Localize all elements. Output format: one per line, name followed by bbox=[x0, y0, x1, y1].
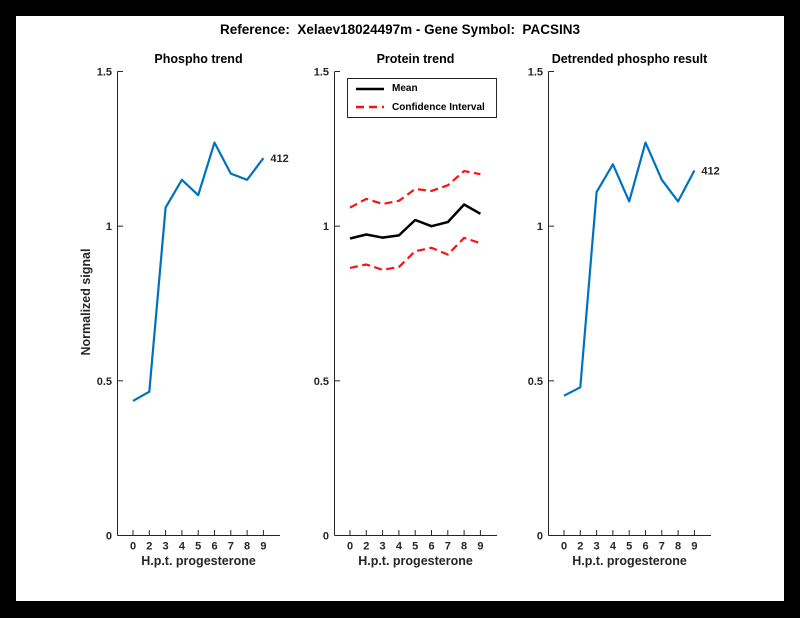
y-tick-label: 1.5 bbox=[528, 67, 543, 79]
x-tick-label: 7 bbox=[228, 541, 234, 553]
subplot2-x-axis-label: H.p.t. progesterone bbox=[358, 554, 473, 568]
x-tick-label: 9 bbox=[691, 541, 697, 553]
x-tick-label: 3 bbox=[380, 541, 386, 553]
x-tick-label: 8 bbox=[675, 541, 681, 553]
series-line bbox=[132, 141, 265, 402]
legend-label-confidence-interval: Confidence Interval bbox=[392, 101, 485, 113]
y-tick-label: 0 bbox=[537, 531, 543, 543]
x-tick-label: 0 bbox=[130, 541, 136, 553]
mean-line-sample bbox=[356, 87, 384, 91]
x-tick-label: 9 bbox=[477, 541, 483, 553]
x-tick-label: 9 bbox=[260, 541, 266, 553]
series-line bbox=[563, 141, 696, 397]
y-axis-label: Normalized signal bbox=[79, 248, 93, 356]
x-tick-label: 7 bbox=[659, 541, 665, 553]
axis-lines bbox=[548, 71, 711, 536]
x-tick-label: 6 bbox=[211, 541, 217, 553]
x-tick-label: 6 bbox=[642, 541, 648, 553]
y-tick-label: 1 bbox=[537, 221, 543, 233]
legend: Mean Confidence Interval bbox=[347, 78, 497, 118]
series-line bbox=[349, 169, 481, 209]
x-tick-label: 8 bbox=[244, 541, 250, 553]
y-tick-label: 1.5 bbox=[314, 67, 329, 79]
x-tick-label: 4 bbox=[396, 541, 403, 553]
legend-item-mean: Mean bbox=[348, 80, 496, 97]
x-tick-label: 5 bbox=[412, 541, 418, 553]
x-tick-label: 3 bbox=[594, 541, 600, 553]
series-line bbox=[349, 203, 482, 240]
y-tick-label: 0.5 bbox=[314, 376, 329, 388]
y-tick-label: 0 bbox=[106, 531, 112, 543]
x-tick-label: 7 bbox=[445, 541, 451, 553]
series-end-label: 412 bbox=[701, 165, 719, 177]
series-line bbox=[349, 236, 481, 271]
x-tick-label: 8 bbox=[461, 541, 467, 553]
subplot1-title: Phospho trend bbox=[154, 52, 243, 66]
confidence-interval-line-sample bbox=[356, 105, 384, 109]
subplot3-x-axis-label: H.p.t. progesterone bbox=[572, 554, 687, 568]
axis-lines bbox=[334, 71, 497, 536]
y-tick-label: 0 bbox=[323, 531, 329, 543]
x-tick-label: 4 bbox=[179, 541, 186, 553]
legend-label-mean: Mean bbox=[392, 83, 418, 95]
subplot3-title: Detrended phospho result bbox=[551, 52, 708, 66]
y-tick-label: 0.5 bbox=[97, 376, 112, 388]
y-tick-label: 1 bbox=[106, 221, 112, 233]
x-tick-label: 3 bbox=[163, 541, 169, 553]
x-tick-label: 4 bbox=[610, 541, 617, 553]
protein-trend-plot: 00.511.50 2 3 4 5 6 7 8 9 bbox=[314, 67, 497, 553]
figure-canvas: Reference: Xelaev18024497m - Gene Symbol… bbox=[16, 16, 784, 601]
x-tick-label: 0 bbox=[561, 541, 567, 553]
legend-item-confidence-interval: Confidence Interval bbox=[348, 99, 496, 116]
y-tick-label: 1.5 bbox=[97, 67, 112, 79]
x-tick-label: 0 bbox=[347, 541, 353, 553]
x-tick-label: 2 bbox=[363, 541, 369, 553]
subplot1-x-axis-label: H.p.t. progesterone bbox=[141, 554, 256, 568]
x-tick-label: 2 bbox=[577, 541, 583, 553]
y-tick-label: 1 bbox=[323, 221, 329, 233]
x-tick-label: 5 bbox=[195, 541, 201, 553]
x-tick-label: 6 bbox=[428, 541, 434, 553]
axis-lines bbox=[117, 71, 280, 536]
y-tick-label: 0.5 bbox=[528, 376, 543, 388]
figure-title: Reference: Xelaev18024497m - Gene Symbol… bbox=[220, 22, 580, 37]
x-tick-label: 5 bbox=[626, 541, 632, 553]
x-tick-label: 2 bbox=[146, 541, 152, 553]
series-end-label: 412 bbox=[270, 153, 288, 165]
subplot2-title: Protein trend bbox=[376, 52, 455, 66]
